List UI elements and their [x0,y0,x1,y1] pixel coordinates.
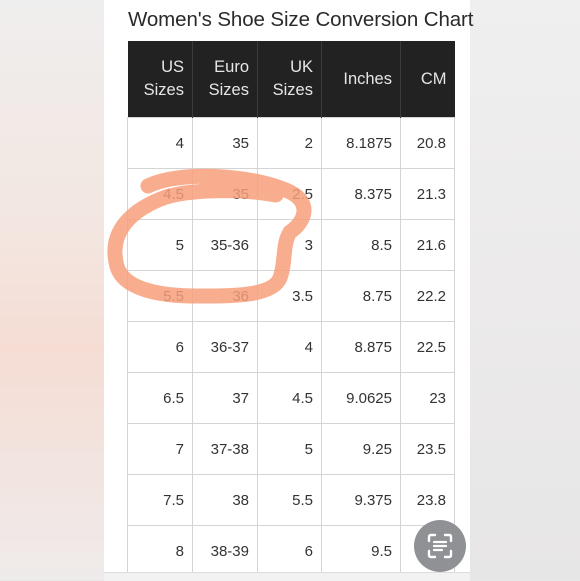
header-inches: Inches [321,41,401,118]
cell-uk: 5.5 [257,474,322,526]
cell-euro: 35-36 [192,219,258,271]
cell-uk: 2.5 [257,168,322,220]
cell-inches: 8.1875 [321,117,401,169]
cell-inches: 9.375 [321,474,401,526]
cell-cm: 21.6 [400,219,455,271]
cell-us: 6 [127,321,193,373]
cell-us: 7 [127,423,193,475]
table-row: 6 36-37 4 8.875 22.5 [127,321,455,373]
cell-cm: 23 [400,372,455,424]
header-line1: CM [420,69,447,88]
cell-uk: 4.5 [257,372,322,424]
bottom-bar [104,572,470,581]
size-conversion-table: US Sizes Euro Sizes UK Sizes Inches CM 4… [127,41,455,577]
table-row: 5.5 36 3.5 8.75 22.2 [127,270,455,322]
table-row: 7 37-38 5 9.25 23.5 [127,423,455,475]
cell-euro: 35 [192,117,258,169]
cell-inches: 8.875 [321,321,401,373]
cell-us: 5 [127,219,193,271]
document-scan-button[interactable] [414,520,466,572]
table-row: 7.5 38 5.5 9.375 23.8 [127,474,455,526]
cell-cm: 20.8 [400,117,455,169]
cell-uk: 5 [257,423,322,475]
header-line2: Sizes [208,81,249,99]
header-line1: Euro [214,58,249,76]
cell-inches: 9.0625 [321,372,401,424]
cell-us: 7.5 [127,474,193,526]
table-row: 4.5 35 2.5 8.375 21.3 [127,168,455,220]
cell-inches: 8.375 [321,168,401,220]
background-right [470,0,580,580]
header-line1: UK [290,58,313,76]
background-left [0,0,104,580]
table-row: 5 35-36 3 8.5 21.6 [127,219,455,271]
cell-cm: 23.8 [400,474,455,526]
cell-cm: 23.5 [400,423,455,475]
cell-uk: 3 [257,219,322,271]
cell-euro: 36 [192,270,258,322]
header-line2: Sizes [143,81,184,99]
cell-uk: 3.5 [257,270,322,322]
table-row: 4 35 2 8.1875 20.8 [127,117,455,169]
cell-cm: 21.3 [400,168,455,220]
header-line1: US [161,58,184,76]
header-cm: CM [400,41,455,118]
cell-us: 5.5 [127,270,193,322]
cell-us: 4.5 [127,168,193,220]
cell-cm: 22.2 [400,270,455,322]
cell-inches: 8.5 [321,219,401,271]
cell-us: 6.5 [127,372,193,424]
cell-euro: 38 [192,474,258,526]
cell-inches: 9.5 [321,525,401,577]
table-row: 8 38-39 6 9.5 [127,525,455,577]
cell-inches: 9.25 [321,423,401,475]
cell-us: 8 [127,525,193,577]
cell-euro: 35 [192,168,258,220]
header-uk-sizes: UK Sizes [257,41,322,118]
cell-inches: 8.75 [321,270,401,322]
table-header-row: US Sizes Euro Sizes UK Sizes Inches CM [127,41,455,118]
cell-us: 4 [127,117,193,169]
table-row: 6.5 37 4.5 9.0625 23 [127,372,455,424]
header-euro-sizes: Euro Sizes [192,41,258,118]
cell-euro: 37-38 [192,423,258,475]
header-line2: Sizes [272,81,313,99]
header-line1: Inches [343,69,392,88]
cell-euro: 36-37 [192,321,258,373]
page-title: Women's Shoe Size Conversion Chart [128,8,474,31]
cell-cm: 22.5 [400,321,455,373]
cell-euro: 37 [192,372,258,424]
cell-euro: 38-39 [192,525,258,577]
document-scan-icon [427,533,453,559]
cell-uk: 4 [257,321,322,373]
cell-uk: 6 [257,525,322,577]
cell-uk: 2 [257,117,322,169]
header-us-sizes: US Sizes [127,41,193,118]
